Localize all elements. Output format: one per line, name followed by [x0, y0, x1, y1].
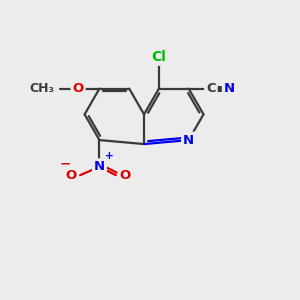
Text: O: O	[72, 82, 84, 95]
Text: −: −	[59, 158, 70, 171]
Text: N: N	[94, 160, 105, 173]
Text: +: +	[105, 152, 114, 161]
Text: O: O	[65, 169, 76, 182]
Text: CH₃: CH₃	[29, 82, 54, 95]
Text: C: C	[206, 82, 216, 95]
Text: N: N	[183, 134, 194, 147]
Text: N: N	[224, 82, 235, 95]
Text: Cl: Cl	[152, 50, 166, 64]
Text: O: O	[119, 169, 130, 182]
